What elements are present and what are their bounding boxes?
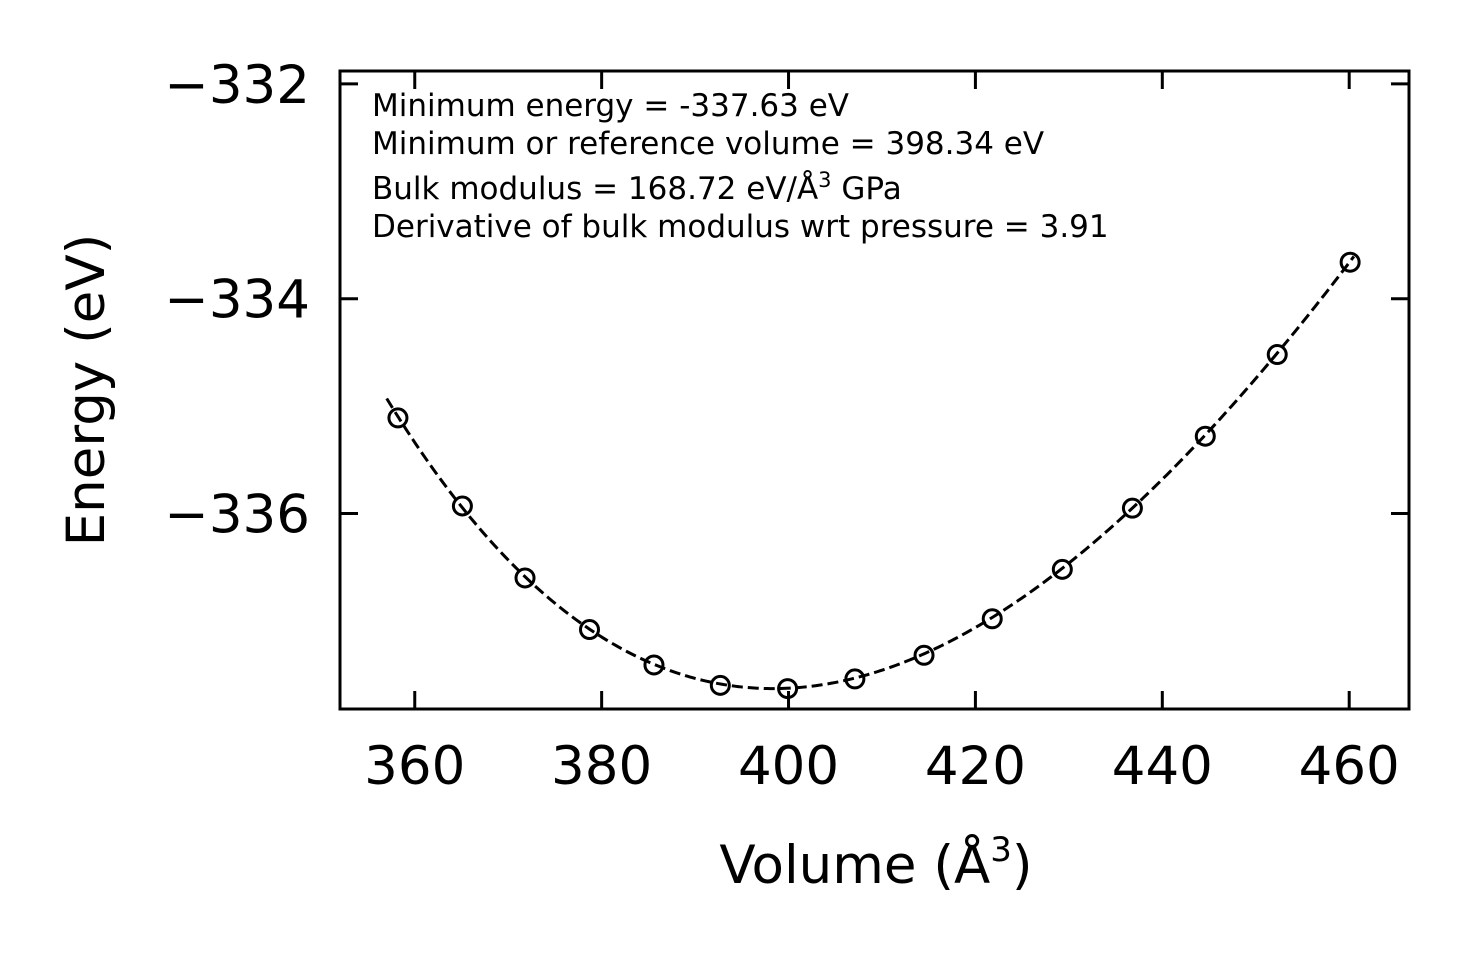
data-point bbox=[451, 495, 473, 517]
y-tick-label: −334 bbox=[164, 270, 310, 331]
annotation-bulk-modulus: Bulk modulus = 168.72 eV/Å3 GPa bbox=[372, 168, 902, 207]
data-point bbox=[913, 644, 935, 666]
data-point bbox=[981, 608, 1003, 630]
data-point bbox=[1266, 344, 1288, 366]
y-tick-label: −336 bbox=[164, 485, 310, 546]
x-tick-label: 380 bbox=[551, 736, 652, 797]
data-point bbox=[1339, 251, 1361, 273]
annotation-min-volume: Minimum or reference volume = 398.34 eV bbox=[372, 126, 1044, 162]
data-point bbox=[844, 668, 866, 690]
x-axis-title-sup: 3 bbox=[990, 830, 1012, 870]
data-point bbox=[387, 407, 409, 429]
fit-curve-layer bbox=[385, 255, 1356, 691]
x-axis-title-suffix: ) bbox=[1012, 835, 1033, 896]
plot-frame bbox=[338, 69, 1411, 711]
annotation-bulk-modulus-sup: 3 bbox=[818, 168, 831, 192]
x-tick-label: 400 bbox=[738, 736, 839, 797]
annotation-box: Minimum energy = -337.63 eV Minimum or r… bbox=[372, 88, 1109, 245]
annotation-derivative: Derivative of bulk modulus wrt pressure … bbox=[372, 209, 1109, 245]
data-point bbox=[709, 674, 731, 696]
x-tick-label: 460 bbox=[1299, 736, 1400, 797]
x-axis-title: Volume (Å3) bbox=[719, 830, 1032, 896]
data-point bbox=[643, 654, 665, 676]
y-ticks-layer: −332 −334 −336 bbox=[164, 55, 1409, 546]
x-axis-title-text: Volume (Å bbox=[719, 832, 990, 896]
data-point bbox=[1194, 425, 1216, 447]
x-ticks-layer: 360 380 400 420 440 460 bbox=[364, 71, 1400, 797]
data-point bbox=[1121, 497, 1143, 519]
annotation-min-energy: Minimum energy = -337.63 eV bbox=[372, 88, 849, 124]
fit-curve bbox=[385, 255, 1356, 691]
y-axis-title: Energy (eV) bbox=[56, 234, 117, 547]
x-tick-label: 440 bbox=[1112, 736, 1213, 797]
data-point bbox=[579, 619, 600, 641]
data-points-layer bbox=[387, 251, 1361, 700]
x-tick-label: 360 bbox=[364, 736, 465, 797]
annotation-bulk-modulus-text: Bulk modulus = 168.72 eV/Å bbox=[372, 171, 818, 207]
y-tick-label: −332 bbox=[164, 55, 310, 116]
data-point bbox=[514, 567, 536, 589]
annotation-bulk-modulus-suffix: GPa bbox=[832, 171, 902, 207]
data-point bbox=[1051, 558, 1073, 580]
x-tick-label: 420 bbox=[925, 736, 1026, 797]
